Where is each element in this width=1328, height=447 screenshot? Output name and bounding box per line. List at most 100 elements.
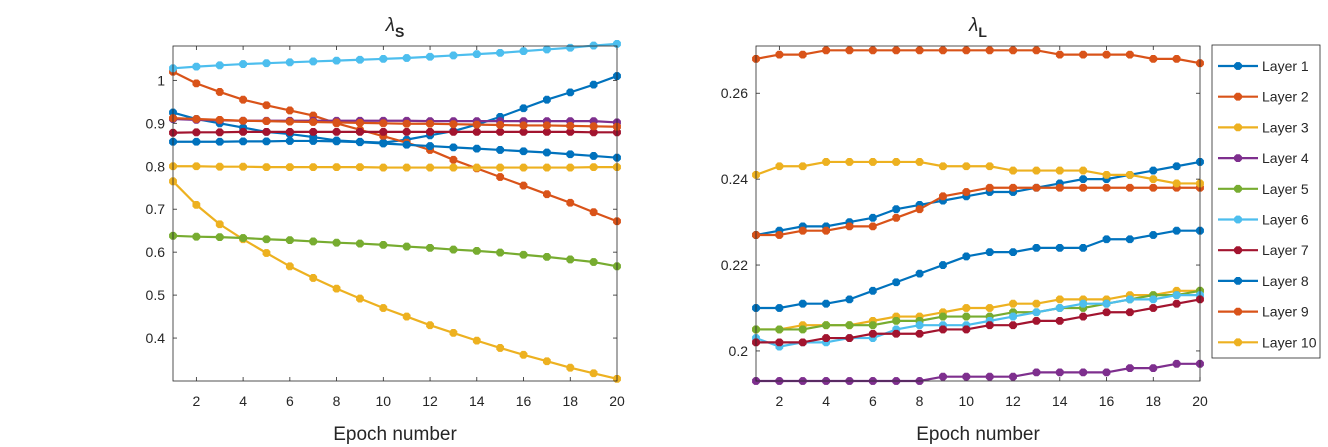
chart-lambda-l: 2 4 6 8 10 12 14 16 18 20 0.2 0.22 0.24 0.26 λL Epoch…: [721, 15, 1321, 445]
legend-label: Layer 4: [1262, 150, 1309, 166]
data-point: [868, 321, 877, 330]
data-point: [449, 328, 458, 337]
data-point: [496, 127, 505, 136]
data-point: [1079, 175, 1088, 184]
data-point: [1032, 46, 1041, 55]
data-point: [542, 357, 551, 366]
chart-lambda-s-series-layer-5: [169, 231, 621, 271]
data-point: [332, 137, 341, 146]
data-point: [262, 101, 271, 110]
data-point: [822, 321, 831, 330]
data-point: [1125, 364, 1134, 373]
chart-lambda-s-ytick-label: 1: [157, 72, 165, 88]
data-point: [542, 148, 551, 157]
data-point: [309, 137, 318, 145]
chart-lambda-s-xtick-label: 18: [562, 393, 578, 409]
data-point: [566, 163, 575, 172]
data-point: [239, 60, 248, 68]
data-point: [239, 234, 248, 242]
data-point: [798, 50, 807, 59]
data-point: [985, 162, 994, 171]
data-point: [892, 46, 901, 55]
data-point: [192, 232, 201, 241]
data-point: [332, 118, 341, 127]
chart-lambda-l-series-layer-8: [752, 226, 1204, 312]
data-point: [822, 158, 831, 166]
chart-lambda-s-series-layer-7: [169, 127, 621, 137]
data-point: [845, 158, 854, 166]
data-point: [1032, 243, 1041, 252]
data-point: [822, 226, 831, 235]
data-point: [1009, 166, 1017, 175]
data-point: [1055, 316, 1064, 325]
data-point: [1125, 308, 1134, 317]
chart-lambda-s-series-layer-10: [169, 162, 621, 172]
data-point: [1055, 166, 1064, 175]
data-point: [798, 338, 807, 347]
chart-lambda-s-series-layer-3: [169, 177, 621, 383]
legend-label: Layer 10: [1262, 334, 1317, 350]
data-point: [215, 233, 224, 242]
data-point: [519, 104, 528, 113]
data-point: [845, 321, 854, 330]
chart-lambda-l-ytick-label: 0.24: [721, 171, 748, 187]
data-point: [845, 46, 854, 55]
data-point: [1009, 321, 1017, 330]
data-point: [1102, 50, 1111, 59]
data-point: [892, 329, 901, 338]
data-point: [1055, 295, 1064, 304]
chart-lambda-s-xtick-label: 16: [516, 393, 532, 409]
data-point: [285, 127, 294, 136]
legend-label: Layer 6: [1262, 212, 1309, 228]
data-point: [822, 299, 831, 308]
legend-item-layer-8: Layer 8: [1218, 273, 1309, 289]
data-point: [1172, 179, 1181, 188]
data-point: [1079, 50, 1088, 59]
data-point: [985, 183, 994, 192]
data-point: [519, 47, 528, 56]
data-point: [379, 163, 388, 172]
data-point: [962, 252, 971, 261]
data-point: [939, 162, 947, 171]
data-point: [868, 286, 877, 295]
data-point: [332, 127, 341, 136]
chart-lambda-l-title-subscript: L: [978, 24, 987, 40]
data-point: [332, 238, 341, 247]
data-point: [215, 128, 224, 137]
data-point: [962, 304, 971, 312]
data-point: [426, 243, 434, 252]
data-point: [589, 152, 598, 160]
data-point: [542, 190, 551, 199]
data-point: [892, 278, 901, 287]
data-point: [962, 312, 971, 321]
data-point: [915, 158, 924, 166]
legend-label: Layer 5: [1262, 181, 1309, 197]
chart-lambda-s-series-layer-6: [169, 39, 621, 73]
data-point: [589, 41, 598, 50]
chart-lambda-s-xtick-label: 14: [469, 393, 485, 409]
chart-lambda-s-ytick-label: 0.9: [146, 115, 166, 131]
chart-lambda-l-series-layer-7: [752, 295, 1204, 347]
data-point: [496, 121, 505, 129]
legend-item-layer-4: Layer 4: [1218, 150, 1309, 166]
chart-lambda-l-ytick-label: 0.22: [721, 257, 748, 273]
data-point: [939, 46, 947, 55]
data-point: [215, 162, 224, 171]
data-point: [519, 350, 528, 359]
legend-swatch-marker: [1234, 215, 1242, 224]
data-point: [1172, 299, 1181, 308]
data-point: [1125, 183, 1134, 192]
data-point: [309, 127, 318, 136]
chart-lambda-l-xtick-label: 6: [869, 393, 877, 409]
data-point: [1102, 170, 1111, 179]
chart-lambda-s-xtick-label: 6: [286, 393, 294, 409]
data-point: [1102, 299, 1111, 308]
data-point: [962, 46, 971, 55]
data-point: [1125, 50, 1134, 59]
data-point: [239, 137, 248, 146]
data-point: [426, 163, 434, 172]
data-point: [285, 262, 294, 271]
data-point: [939, 372, 947, 381]
data-point: [542, 163, 551, 172]
data-point: [775, 231, 784, 239]
